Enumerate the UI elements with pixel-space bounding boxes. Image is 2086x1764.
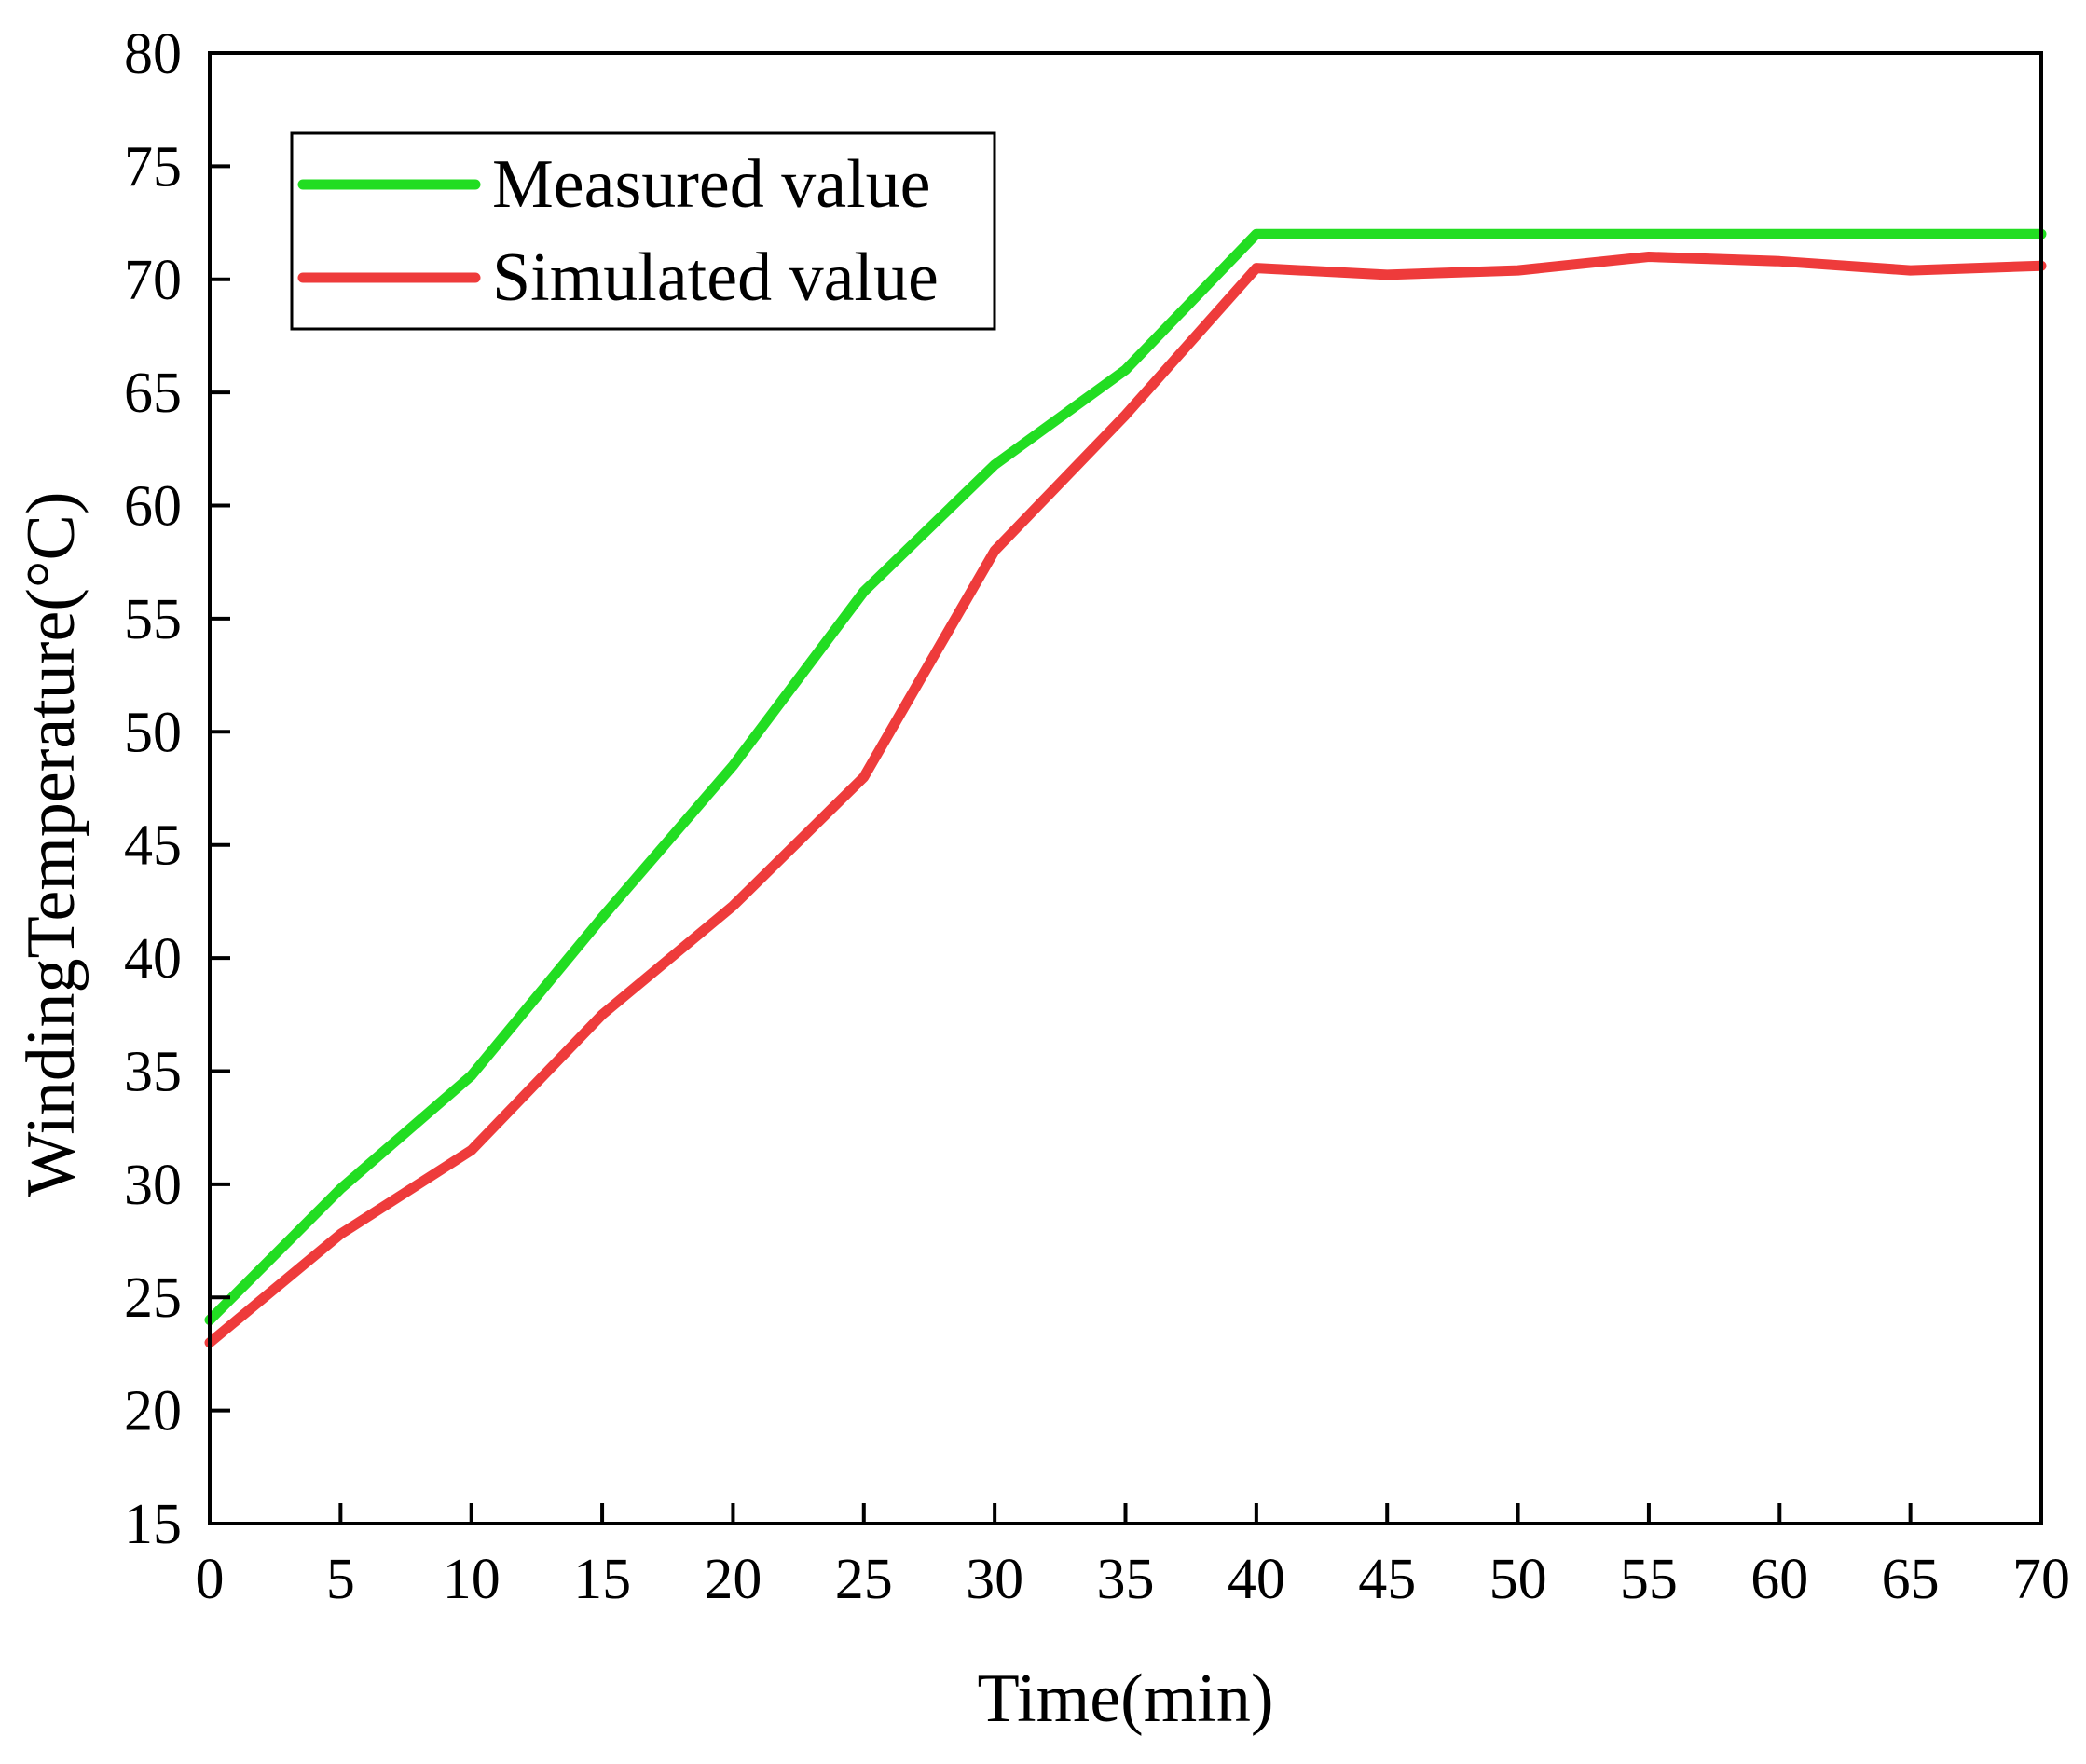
series-point <box>471 1149 473 1151</box>
series-point <box>732 905 734 907</box>
y-tick-label: 50 <box>124 701 182 764</box>
y-tick-label: 45 <box>124 814 182 878</box>
series-point <box>1125 414 1126 416</box>
y-tick-label: 75 <box>124 135 182 198</box>
x-tick-label: 65 <box>1882 1548 1940 1611</box>
x-tick-label: 5 <box>326 1548 355 1611</box>
series-line-measured <box>204 228 2047 1325</box>
y-tick-label: 65 <box>124 362 182 425</box>
series-point <box>1648 255 1650 257</box>
series-point <box>471 1074 473 1076</box>
plot-lines <box>204 228 2047 1348</box>
y-tick-label: 40 <box>124 927 182 991</box>
series-point <box>1778 260 1780 262</box>
series-point <box>601 1014 603 1016</box>
x-axis-label: Time(min) <box>978 1661 1274 1737</box>
series-point <box>339 1233 341 1235</box>
y-axis-ticks: 15 20 25 30 35 40 45 50 55 60 65 70 75 80 <box>124 22 230 1556</box>
x-tick-label: 25 <box>835 1548 893 1611</box>
legend-label-measured: Measured value <box>492 146 931 223</box>
series-point <box>339 1188 341 1190</box>
x-tick-label: 0 <box>196 1548 225 1611</box>
series-point <box>1386 274 1388 276</box>
series-point <box>1648 233 1650 235</box>
x-tick-label: 45 <box>1358 1548 1416 1611</box>
y-tick-label: 60 <box>124 475 182 539</box>
x-tick-label: 55 <box>1620 1548 1678 1611</box>
series-line-simulated <box>204 252 2047 1348</box>
x-tick-label: 60 <box>1750 1548 1808 1611</box>
series-point <box>1517 233 1519 235</box>
y-tick-label: 70 <box>124 249 182 312</box>
x-tick-label: 35 <box>1097 1548 1155 1611</box>
y-tick-label: 25 <box>124 1266 182 1330</box>
x-axis-ticks: 0 5 10 15 20 25 30 35 40 45 50 55 60 65 70 <box>196 1503 2070 1611</box>
x-tick-label: 15 <box>573 1548 631 1611</box>
x-tick-label: 10 <box>443 1548 501 1611</box>
series-point <box>1910 269 1912 271</box>
y-tick-label: 80 <box>124 22 182 86</box>
series-point <box>732 765 734 767</box>
series-point <box>863 776 865 778</box>
series-point <box>1386 233 1388 235</box>
y-axis-label: WindingTemperature(°C) <box>13 491 89 1197</box>
legend-box <box>290 131 996 331</box>
x-tick-label: 20 <box>704 1548 762 1611</box>
x-tick-label: 50 <box>1489 1548 1547 1611</box>
x-tick-label: 30 <box>966 1548 1023 1611</box>
series-point <box>1778 233 1780 235</box>
legend: Measured value Simulated value <box>290 131 996 331</box>
series-point <box>1910 233 1912 235</box>
series-point <box>1125 369 1126 371</box>
series-point <box>601 916 603 918</box>
y-tick-label: 15 <box>124 1493 182 1556</box>
x-tick-label: 40 <box>1228 1548 1285 1611</box>
series-point <box>863 591 865 593</box>
y-tick-label: 20 <box>124 1380 182 1443</box>
x-tick-label: 70 <box>2012 1548 2070 1611</box>
y-tick-label: 30 <box>124 1154 182 1217</box>
legend-label-simulated: Simulated value <box>492 239 939 316</box>
y-tick-label: 35 <box>124 1040 182 1103</box>
y-tick-label: 55 <box>124 588 182 651</box>
series-point <box>1517 269 1519 271</box>
